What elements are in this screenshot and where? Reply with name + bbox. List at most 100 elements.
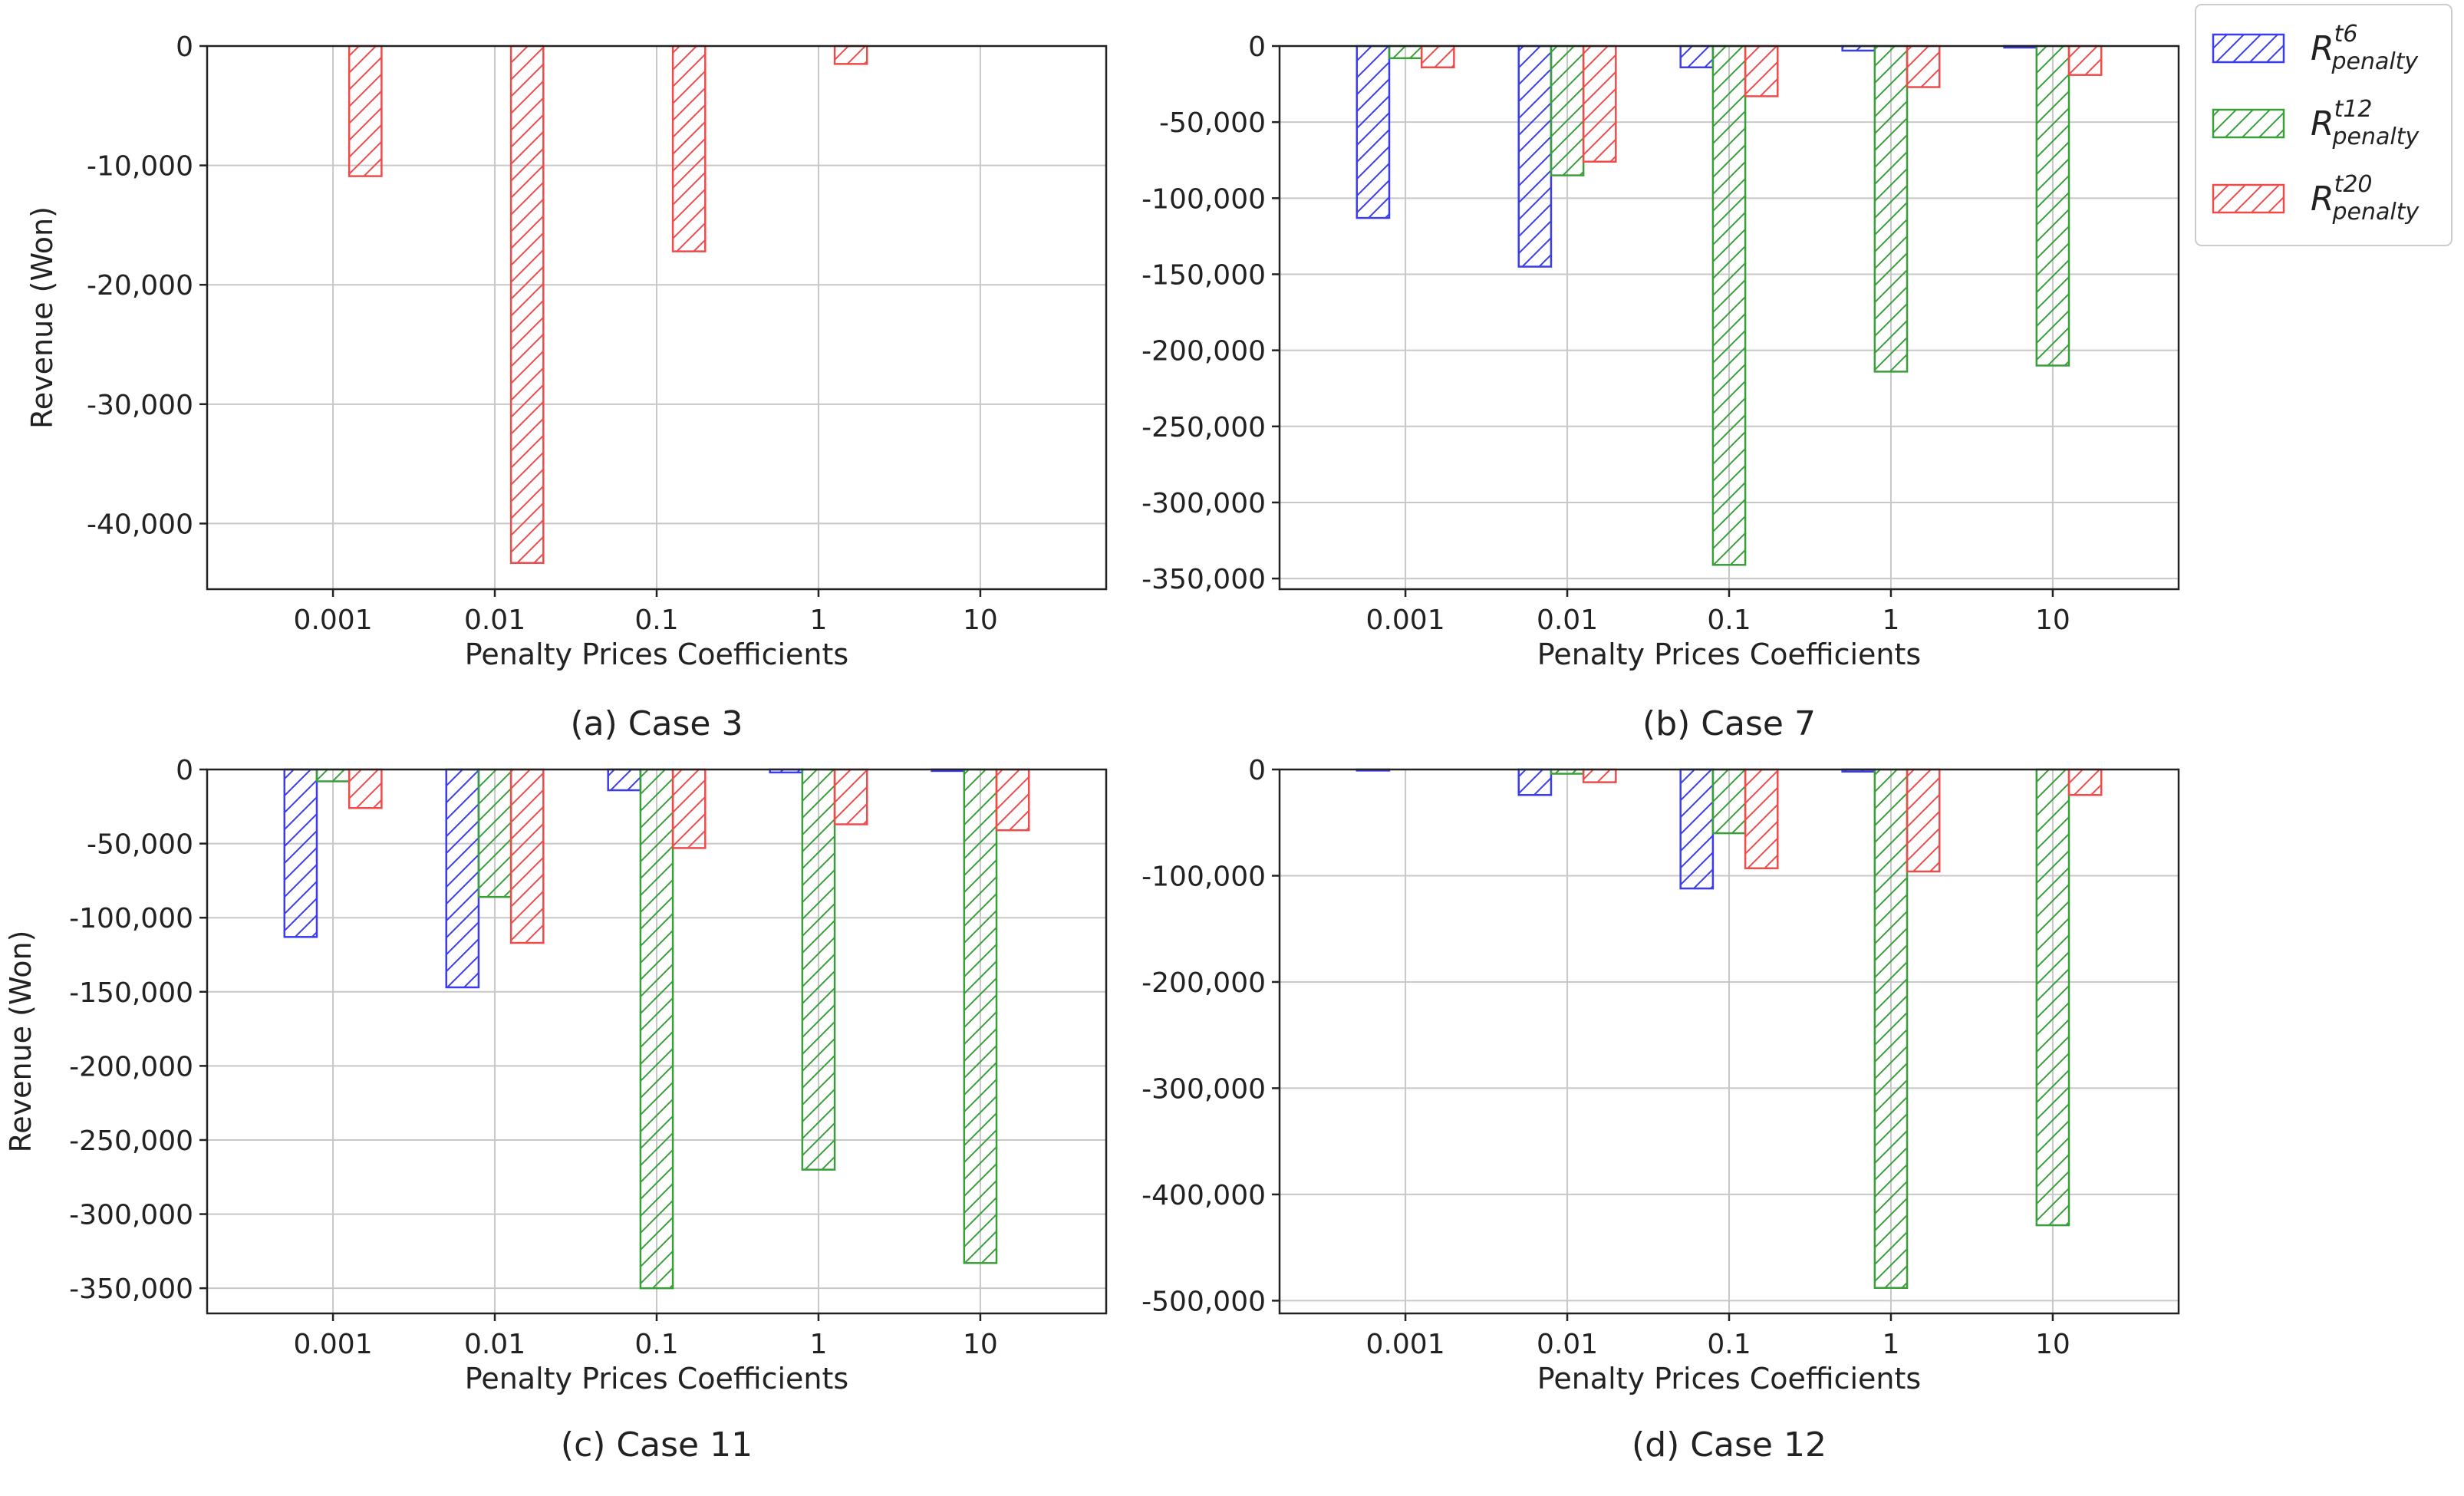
- panel-case-3: 0 -10,000 -20,000 -30,000 -40,000 0.001 0.01 0.…: [25, 31, 1108, 743]
- y-tick-label: -10,000: [87, 151, 193, 183]
- panel-caption: (a) Case 3: [571, 704, 743, 743]
- bar-t20-0.1: [671, 44, 707, 252]
- bar-t20-1: [1906, 44, 1941, 88]
- bar-t20-0.1: [1744, 768, 1779, 870]
- bar-t20-0.1: [671, 768, 707, 849]
- bar-t20-0.1: [1744, 44, 1779, 97]
- bar-t6-0.1: [607, 768, 642, 792]
- bar-t12-0.01: [477, 768, 512, 898]
- y-tick-label: -50,000: [87, 829, 193, 861]
- x-tick-label: 10: [963, 605, 998, 636]
- y-tick-label: -200,000: [1141, 336, 1266, 367]
- y-tick-label: -300,000: [1141, 488, 1266, 519]
- x-tick-label: 0.001: [1366, 1329, 1445, 1360]
- x-tick-label: 0.01: [464, 605, 525, 636]
- x-tick-label: 0.1: [634, 1329, 678, 1360]
- y-tick-label: -100,000: [1141, 183, 1266, 215]
- y-tick-label: -200,000: [69, 1051, 193, 1082]
- bar-t12-0.1: [639, 768, 674, 1290]
- x-tick-label: 10: [2035, 605, 2070, 636]
- panel-caption: (d) Case 12: [1632, 1425, 1827, 1465]
- x-axis-title: Penalty Prices Coefficients: [465, 638, 848, 671]
- bar-t20-0.001: [1420, 44, 1455, 69]
- y-tick-label: -100,000: [69, 903, 193, 934]
- panel-case-11: 0 -50,000 -100,000 -150,000 -200,000 -250,000…: [4, 755, 1108, 1465]
- y-tick-label: -400,000: [1141, 1180, 1266, 1211]
- panel-case-12: 0 -100,000 -200,000 -300,000 -400,000 -500,00…: [1141, 755, 2180, 1465]
- bar-t20-1: [833, 44, 868, 65]
- x-axis-title: Penalty Prices Coefficients: [465, 1362, 848, 1395]
- bar-t12-0.1: [1711, 44, 1747, 566]
- y-tick-label: -100,000: [1141, 861, 1266, 892]
- panel-case-7: 0 -50,000 -100,000 -150,000 -200,000 -250,000…: [1141, 31, 2180, 743]
- bar-t12-1: [1873, 768, 1909, 1290]
- bar-t12-1: [801, 768, 836, 1171]
- legend-swatch-t6: [2212, 33, 2285, 64]
- legend-swatch-t20: [2212, 183, 2285, 214]
- y-tick-label: -30,000: [87, 390, 193, 421]
- y-tick-label: -300,000: [1141, 1073, 1266, 1105]
- bar-t6-0.01: [1517, 768, 1553, 796]
- x-tick-label: 0.001: [1366, 605, 1445, 636]
- y-tick-label: -250,000: [69, 1125, 193, 1157]
- bar-t12-0.1: [1711, 768, 1747, 835]
- bar-t20-0.01: [1582, 768, 1617, 783]
- y-tick-label: -250,000: [1141, 412, 1266, 443]
- x-tick-label: 0.01: [1537, 605, 1598, 636]
- legend-label-t6: Rt6 penalty: [2311, 21, 2419, 75]
- x-tick-label: 1: [1883, 1329, 1900, 1360]
- x-tick-label: 1: [810, 1329, 828, 1360]
- legend-label-t20: Rt20 penalty: [2311, 171, 2420, 226]
- x-tick-label: 0.001: [294, 605, 373, 636]
- bar-t20-1: [833, 768, 868, 825]
- bar-t20-0.01: [1582, 44, 1617, 163]
- bar-t20-0.01: [509, 44, 545, 565]
- x-tick-label: 0.1: [634, 605, 678, 636]
- bar-t6-0.01: [1517, 44, 1553, 268]
- x-tick-label: 1: [810, 605, 828, 636]
- y-tick-label: 0: [1248, 755, 1266, 786]
- bar-t20-10: [995, 768, 1030, 832]
- bar-t6-0.1: [1679, 44, 1715, 69]
- x-tick-label: 0.01: [464, 1329, 525, 1360]
- bar-t20-0.001: [348, 44, 383, 177]
- y-tick-label: -20,000: [87, 270, 193, 302]
- x-tick-label: 0.001: [294, 1329, 373, 1360]
- panel-caption: (b) Case 7: [1642, 704, 1816, 743]
- panel-caption: (c) Case 11: [561, 1425, 753, 1465]
- legend-swatch-t12: [2212, 108, 2285, 139]
- y-tick-label: -350,000: [1141, 564, 1266, 595]
- bar-t6-0.1: [1679, 768, 1715, 890]
- x-tick-label: 1: [1883, 605, 1900, 636]
- bar-t12-10: [2035, 44, 2070, 367]
- bar-t6-0.01: [445, 768, 480, 989]
- chart-legend: Rt6 penalty Rt12 penalty Rt20 penalty: [2195, 4, 2452, 246]
- y-tick-label: -200,000: [1141, 967, 1266, 999]
- bar-t12-1: [1873, 44, 1909, 373]
- y-tick-label: -300,000: [69, 1200, 193, 1231]
- y-tick-label: -40,000: [87, 509, 193, 540]
- bar-t12-10: [2035, 768, 2070, 1227]
- bar-t6-0.001: [1356, 44, 1391, 219]
- bar-t12-0.001: [1388, 44, 1423, 60]
- y-tick-label: -50,000: [1159, 107, 1266, 139]
- x-axis-title: Penalty Prices Coefficients: [1537, 638, 1921, 671]
- bar-t20-0.01: [509, 768, 545, 944]
- y-tick-label: 0: [1248, 31, 1266, 63]
- y-axis-title: Revenue (Won): [4, 931, 38, 1153]
- bar-t20-1: [1906, 768, 1941, 873]
- y-tick-label: -350,000: [69, 1274, 193, 1305]
- y-tick-label: -150,000: [1141, 259, 1266, 291]
- bar-t20-10: [2067, 44, 2103, 76]
- bar-t6-0.001: [283, 768, 318, 938]
- x-tick-label: 10: [963, 1329, 998, 1360]
- bar-t20-10: [2067, 768, 2103, 796]
- x-tick-label: 0.1: [1707, 1329, 1751, 1360]
- x-tick-label: 0.1: [1707, 605, 1751, 636]
- bar-t12-0.001: [315, 768, 351, 783]
- bar-t12-10: [963, 768, 998, 1264]
- y-axis-title: Revenue (Won): [25, 206, 59, 429]
- y-tick-label: -500,000: [1141, 1286, 1266, 1317]
- bar-t20-0.001: [348, 768, 383, 809]
